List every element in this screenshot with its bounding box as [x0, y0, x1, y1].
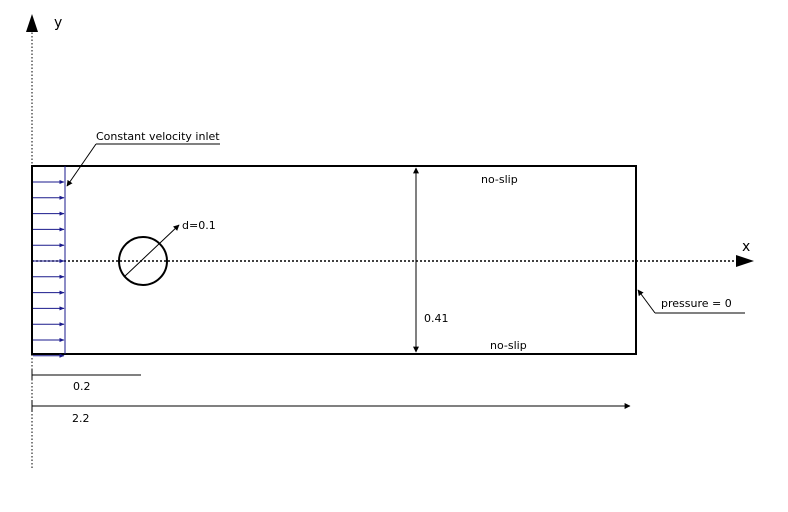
inlet-velocity-arrows: [33, 180, 65, 358]
inlet-callout-leader: [66, 143, 97, 187]
outlet-callout-leader: [637, 289, 656, 314]
cylinder: [118, 236, 168, 286]
y-axis-label: y: [54, 15, 62, 31]
top-wall-label: no-slip: [481, 173, 518, 186]
bottom-wall-label: no-slip: [490, 339, 527, 352]
height-label: 0.41: [424, 312, 449, 325]
outlet-label: pressure = 0: [661, 297, 732, 310]
diameter-leader: [123, 224, 180, 278]
length-label: 2.2: [72, 412, 90, 425]
channel-domain: [31, 165, 637, 355]
inlet-label: Constant velocity inlet: [96, 130, 220, 143]
y-axis-arrowhead: [26, 14, 38, 32]
diameter-label: d=0.1: [182, 219, 216, 232]
x-axis-label: x: [742, 239, 750, 255]
x-axis-arrowhead: [736, 255, 754, 267]
cylinder-x-label: 0.2: [73, 380, 91, 393]
